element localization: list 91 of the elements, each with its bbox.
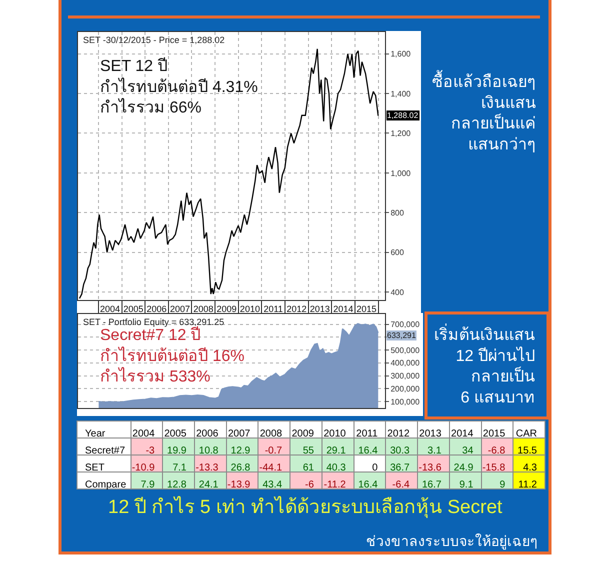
annotation: Secret#7 12 ปี กำไรทบต้นต่อปี 16% กำไรรวม 533% bbox=[100, 326, 244, 386]
x-tick-label: 2009 bbox=[216, 304, 237, 314]
data-label: 61 bbox=[302, 462, 314, 474]
annotation: 1,288.02 bbox=[387, 111, 419, 120]
data-label: 12.8 bbox=[167, 480, 187, 490]
x-tick-label: 2007 bbox=[170, 304, 190, 314]
text: ช่วงขาลงระบบจะให้อยู่เฉยๆ bbox=[366, 533, 538, 550]
x-tick-label: 2012 bbox=[387, 428, 410, 440]
annotation: 633,291 bbox=[387, 331, 416, 340]
x-tick-label: 2011 bbox=[356, 428, 378, 440]
data-label: -15.8 bbox=[482, 462, 506, 474]
y-tick-label: 700,000 bbox=[390, 320, 420, 330]
data-label: 9 bbox=[500, 480, 506, 490]
data-label: 43.4 bbox=[262, 480, 283, 490]
data-label: 40.3 bbox=[326, 462, 346, 474]
x-tick-label: 2014 bbox=[333, 304, 354, 314]
text: ซื้อแล้วถือเฉยๆ เงินแสน กลายเป็นแค่ แสนกว่าๆ bbox=[432, 70, 536, 154]
y-tick-label: 200,000 bbox=[390, 384, 420, 394]
y-tick-label: 400 bbox=[390, 288, 404, 297]
y-tick-label: 1,400 bbox=[390, 89, 412, 98]
y-tick-label: 600 bbox=[390, 248, 404, 258]
data-label: 26.8 bbox=[230, 462, 251, 474]
x-tick-label: 2012 bbox=[286, 304, 307, 314]
x-tick-label: 2010 bbox=[240, 304, 260, 314]
x-tick-label: CAR bbox=[516, 428, 537, 440]
data-label: -11.2 bbox=[324, 480, 346, 490]
data-label: -13.9 bbox=[227, 480, 251, 490]
data-label: 55 bbox=[302, 446, 314, 456]
text: 12 ปี กำไร 5 เท่า ทำได้ด้วยระบบเลือกหุ้น Secret bbox=[108, 496, 504, 519]
x-tick-label: 2006 bbox=[196, 428, 219, 440]
chart-title: SET -30/12/2015 - Price = 1,288.02 bbox=[83, 35, 225, 45]
annotation: SET 12 ปี กำไรทบต้นต่อปี 4.31% กำไรรวม 66% bbox=[100, 57, 258, 117]
data-label: 0 bbox=[372, 462, 378, 474]
x-tick-label: 2004 bbox=[100, 304, 120, 314]
data-label: 24.9 bbox=[454, 462, 474, 474]
y-tick-label: Compare bbox=[85, 480, 127, 490]
data-label: 16.4 bbox=[358, 446, 378, 456]
x-tick-label: 2005 bbox=[164, 428, 187, 440]
data-label: -13.6 bbox=[418, 462, 442, 474]
data-label: -3 bbox=[146, 446, 156, 456]
y-tick-label: 1,200 bbox=[390, 129, 412, 138]
x-tick-label: 2008 bbox=[193, 304, 214, 314]
chart-title: SET - Portfolio Equity = 633,291.25 bbox=[83, 317, 224, 327]
data-label: 10.8 bbox=[198, 446, 219, 456]
data-label: 7.1 bbox=[172, 462, 187, 474]
data-label: 24.1 bbox=[198, 480, 219, 490]
data-label: 4.3 bbox=[523, 462, 538, 474]
x-tick-label: 2015 bbox=[482, 428, 506, 440]
data-label: -13.3 bbox=[196, 462, 219, 474]
y-tick-label: 100,000 bbox=[390, 397, 420, 406]
x-tick-label: 2010 bbox=[324, 428, 346, 440]
data-label: 30.3 bbox=[390, 446, 410, 456]
data-label: 11.2 bbox=[518, 480, 538, 490]
x-tick-label: 2014 bbox=[451, 428, 474, 440]
data-label: -10.9 bbox=[132, 462, 156, 474]
data-label: 9.1 bbox=[459, 480, 474, 490]
y-tick-label: 1,000 bbox=[390, 168, 412, 178]
x-tick-label: 2005 bbox=[123, 304, 144, 314]
y-tick-label: 500,000 bbox=[390, 346, 420, 355]
y-tick-label: 800 bbox=[390, 208, 404, 218]
x-tick-label: 2009 bbox=[292, 428, 314, 440]
y-tick-label: 1,600 bbox=[390, 50, 412, 59]
x-tick-label: 2011 bbox=[264, 304, 283, 314]
data-label: 16.7 bbox=[422, 480, 442, 490]
data-label: -6.4 bbox=[392, 480, 410, 490]
data-label: -6.8 bbox=[488, 446, 506, 456]
x-tick-label: 2008 bbox=[260, 428, 283, 440]
data-label: 3.1 bbox=[428, 446, 442, 456]
data-label: 12.9 bbox=[230, 446, 251, 456]
data-label: 7.9 bbox=[140, 480, 156, 490]
x-tick-label: 2004 bbox=[132, 428, 156, 440]
data-label: 34 bbox=[462, 446, 474, 456]
data-label: 15.5 bbox=[518, 446, 538, 456]
data-label: 36.7 bbox=[390, 462, 410, 474]
y-tick-label: Secret#7 bbox=[85, 446, 126, 456]
x-tick-label: 2013 bbox=[310, 304, 330, 314]
y-tick-label: 400,000 bbox=[390, 358, 420, 368]
x-tick-label: 2013 bbox=[419, 428, 442, 440]
data-label: 19.9 bbox=[167, 446, 187, 456]
x-tick-label: 2006 bbox=[146, 304, 167, 314]
y-tick-label: SET bbox=[85, 462, 104, 474]
data-label: -44.1 bbox=[259, 462, 283, 474]
text: เริ่มต้นเงินแสน 12 ปีผ่านไป กลายเป็น 6 แสนบาท bbox=[434, 323, 535, 406]
data-label: 29.1 bbox=[326, 446, 346, 456]
data-label: 16.4 bbox=[358, 480, 378, 490]
data-label: -6 bbox=[305, 480, 314, 490]
x-tick-label: 2015 bbox=[356, 304, 377, 314]
x-tick-label: 2007 bbox=[228, 428, 251, 440]
data-label: -0.7 bbox=[264, 446, 283, 456]
y-tick-label: 300,000 bbox=[390, 372, 420, 381]
x-axis-title: Year bbox=[85, 428, 106, 440]
